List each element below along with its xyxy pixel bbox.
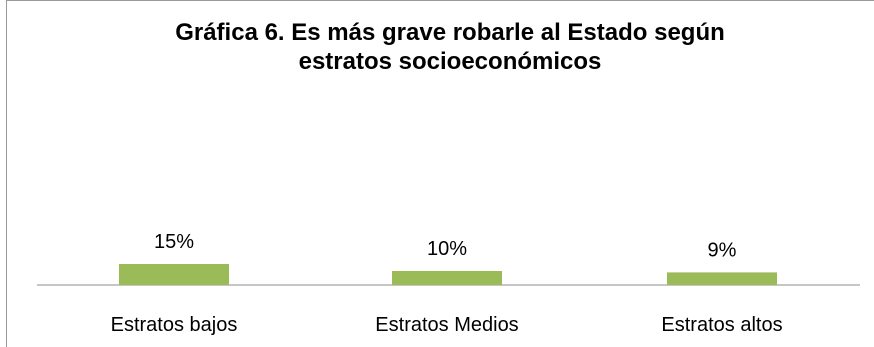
bar-1 [119,264,229,285]
data-label-2: 10% [427,238,467,260]
bars-group [119,264,777,285]
bar-2 [392,271,502,285]
chart-title: Gráfica 6. Es más grave robarle al Estad… [175,19,725,75]
data-labels-group: 15% 10% 9% [154,231,737,261]
chart-frame [6,0,874,347]
bar-3 [667,272,777,285]
data-label-3: 9% [708,239,737,261]
x-tick-label-3: Estratos altos [661,314,782,336]
x-tick-label-2: Estratos Medios [375,314,518,336]
x-tick-label-1: Estratos bajos [111,314,238,336]
data-label-1: 15% [154,231,194,253]
tick-labels-group: Estratos bajos Estratos Medios Estratos al… [111,314,783,336]
